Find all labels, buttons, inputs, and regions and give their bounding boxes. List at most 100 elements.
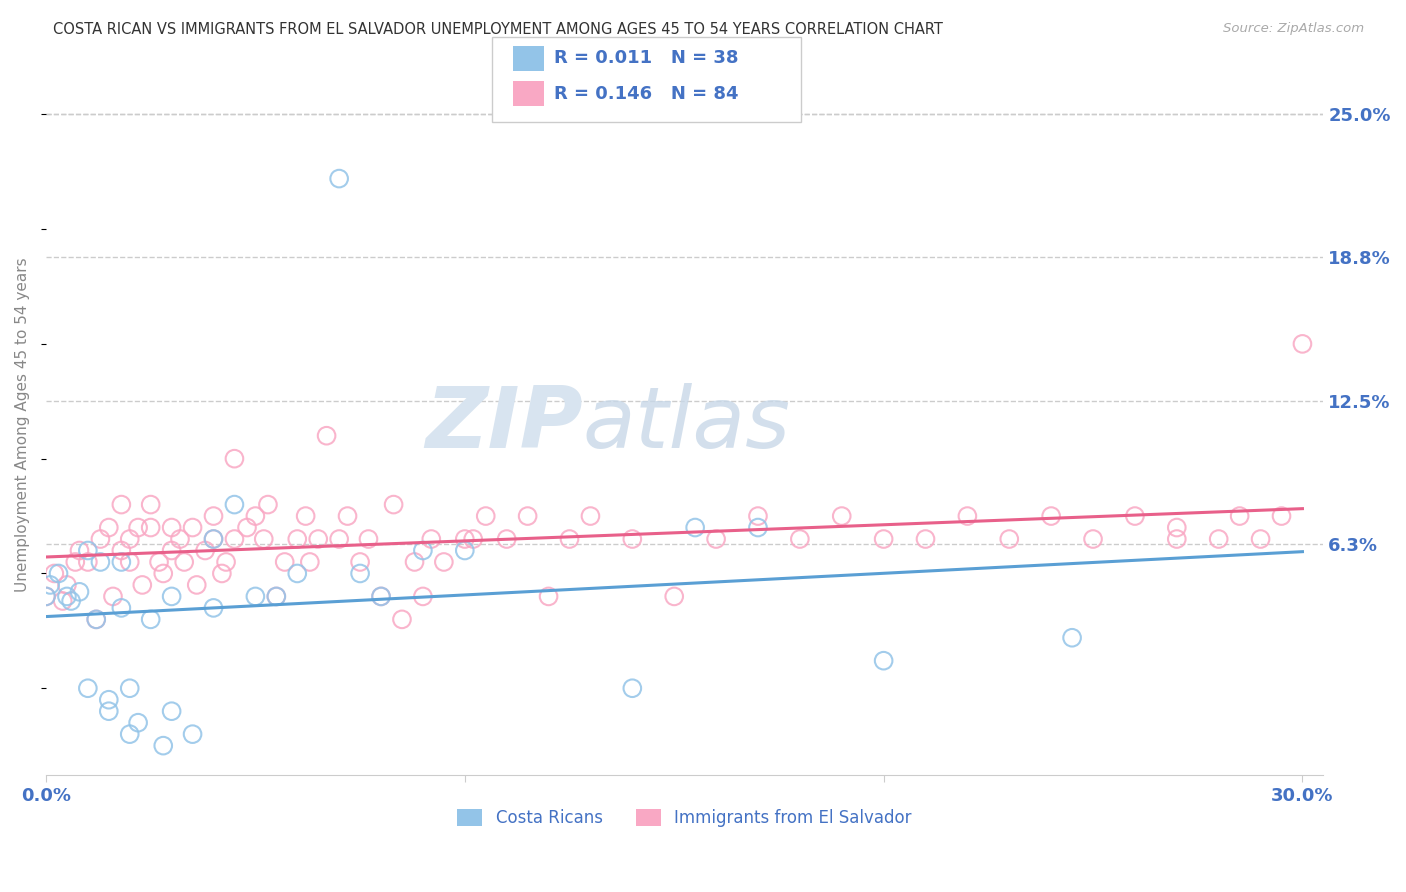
- Point: [97, 704, 120, 718]
- Point: [474, 509, 496, 524]
- Point: [76, 555, 98, 569]
- Point: [76, 543, 98, 558]
- Point: [139, 498, 162, 512]
- Point: [998, 532, 1021, 546]
- Point: [44, 566, 66, 581]
- Point: [69, 543, 91, 558]
- Point: [202, 532, 225, 546]
- Point: [266, 590, 288, 604]
- Point: [285, 566, 308, 581]
- Point: [370, 590, 392, 604]
- Point: [131, 578, 153, 592]
- Point: [118, 681, 141, 696]
- Point: [298, 555, 321, 569]
- Point: [357, 532, 380, 546]
- Point: [463, 532, 485, 546]
- Point: [69, 584, 91, 599]
- Point: [433, 555, 456, 569]
- Point: [1166, 532, 1188, 546]
- Point: [202, 600, 225, 615]
- Point: [328, 532, 350, 546]
- Point: [1229, 509, 1251, 524]
- Point: [391, 612, 413, 626]
- Point: [181, 727, 204, 741]
- Point: [412, 543, 434, 558]
- Point: [127, 520, 149, 534]
- Point: [52, 594, 75, 608]
- Text: R = 0.146   N = 84: R = 0.146 N = 84: [554, 85, 738, 103]
- Point: [236, 520, 259, 534]
- Text: COSTA RICAN VS IMMIGRANTS FROM EL SALVADOR UNEMPLOYMENT AMONG AGES 45 TO 54 YEAR: COSTA RICAN VS IMMIGRANTS FROM EL SALVAD…: [53, 22, 943, 37]
- Text: atlas: atlas: [582, 383, 790, 466]
- Point: [1270, 509, 1292, 524]
- Point: [537, 590, 560, 604]
- Point: [76, 681, 98, 696]
- Point: [35, 590, 58, 604]
- Point: [56, 578, 79, 592]
- Point: [349, 555, 371, 569]
- Point: [181, 520, 204, 534]
- Point: [294, 509, 316, 524]
- Point: [307, 532, 329, 546]
- Point: [56, 590, 79, 604]
- Point: [257, 498, 280, 512]
- Point: [285, 532, 308, 546]
- Point: [211, 566, 233, 581]
- Point: [186, 578, 208, 592]
- Point: [152, 739, 174, 753]
- Point: [173, 555, 195, 569]
- Y-axis label: Unemployment Among Ages 45 to 54 years: Unemployment Among Ages 45 to 54 years: [15, 257, 30, 591]
- Point: [127, 715, 149, 730]
- Point: [60, 594, 83, 608]
- Point: [224, 451, 246, 466]
- Point: [245, 590, 267, 604]
- Point: [454, 543, 477, 558]
- Point: [273, 555, 295, 569]
- Point: [118, 727, 141, 741]
- Point: [315, 428, 337, 442]
- Point: [110, 498, 132, 512]
- Point: [420, 532, 443, 546]
- Point: [160, 520, 183, 534]
- Point: [139, 520, 162, 534]
- Point: [1166, 520, 1188, 534]
- Point: [831, 509, 853, 524]
- Point: [1081, 532, 1104, 546]
- Point: [169, 532, 191, 546]
- Point: [39, 578, 62, 592]
- Point: [35, 590, 58, 604]
- Point: [1208, 532, 1230, 546]
- Point: [148, 555, 170, 569]
- Point: [118, 532, 141, 546]
- Point: [1250, 532, 1272, 546]
- Point: [1291, 337, 1313, 351]
- Point: [97, 520, 120, 534]
- Point: [683, 520, 706, 534]
- Point: [349, 566, 371, 581]
- Point: [110, 543, 132, 558]
- Point: [621, 532, 644, 546]
- Point: [224, 532, 246, 546]
- Point: [328, 171, 350, 186]
- Legend: Costa Ricans, Immigrants from El Salvador: Costa Ricans, Immigrants from El Salvado…: [451, 803, 918, 834]
- Point: [664, 590, 686, 604]
- Point: [84, 612, 107, 626]
- Point: [224, 498, 246, 512]
- Point: [65, 555, 87, 569]
- Point: [160, 590, 183, 604]
- Point: [160, 543, 183, 558]
- Point: [110, 555, 132, 569]
- Point: [202, 532, 225, 546]
- Point: [1040, 509, 1063, 524]
- Point: [48, 566, 70, 581]
- Point: [495, 532, 517, 546]
- Point: [404, 555, 426, 569]
- Point: [266, 590, 288, 604]
- Point: [704, 532, 727, 546]
- Point: [579, 509, 602, 524]
- Text: Source: ZipAtlas.com: Source: ZipAtlas.com: [1223, 22, 1364, 36]
- Point: [202, 509, 225, 524]
- Point: [516, 509, 538, 524]
- Point: [621, 681, 644, 696]
- Point: [139, 612, 162, 626]
